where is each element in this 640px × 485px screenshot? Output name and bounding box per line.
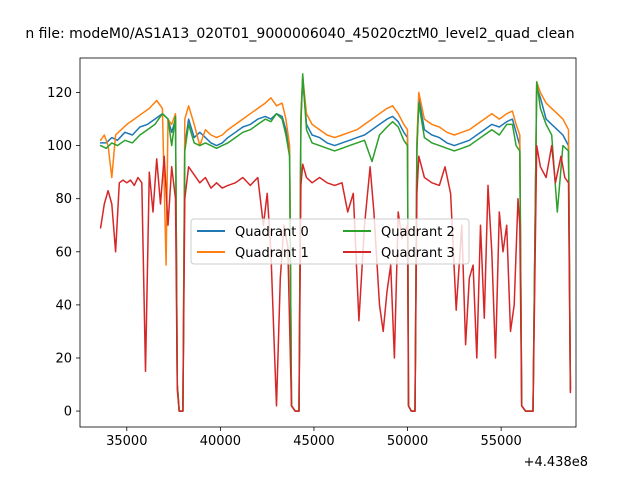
y-tick-label-1: 20	[55, 351, 72, 366]
x-tick-label-0: 35000	[106, 434, 147, 449]
x-tick-label-1: 40000	[200, 434, 241, 449]
y-tick-label-3: 60	[55, 245, 72, 260]
y-tick-label-5: 100	[47, 139, 72, 154]
series-line-3	[99, 144, 572, 412]
axes: 35000 40000 45000 50000 55000 0 20 40 60 80 100 120	[47, 57, 577, 449]
chart-title: n file: modeM0/AS1A13_020T01_9000006040_…	[25, 26, 574, 42]
legend-label-0: Quadrant 0	[235, 225, 309, 240]
y-tick-label-6: 120	[47, 86, 72, 101]
x-tick-label-2: 45000	[293, 434, 334, 449]
series-lines	[99, 73, 572, 412]
x-offset-label: +4.438e8	[524, 455, 588, 470]
legend-label-3: Quadrant 3	[381, 246, 455, 261]
x-tick-label-3: 50000	[387, 434, 428, 449]
legend-box	[190, 218, 470, 265]
x-tick-label-4: 55000	[480, 434, 521, 449]
y-tick-label-0: 0	[64, 405, 72, 420]
legend-label-1: Quadrant 1	[235, 246, 309, 261]
legend: Quadrant 0 Quadrant 1 Quadrant 2 Quadrant 3	[190, 218, 470, 265]
y-tick-label-4: 80	[55, 192, 72, 207]
y-tick-label-2: 40	[55, 298, 72, 313]
axes-frame	[79, 57, 577, 428]
series-line-1	[99, 75, 572, 412]
legend-label-2: Quadrant 2	[381, 225, 455, 240]
plot-area	[99, 73, 572, 412]
